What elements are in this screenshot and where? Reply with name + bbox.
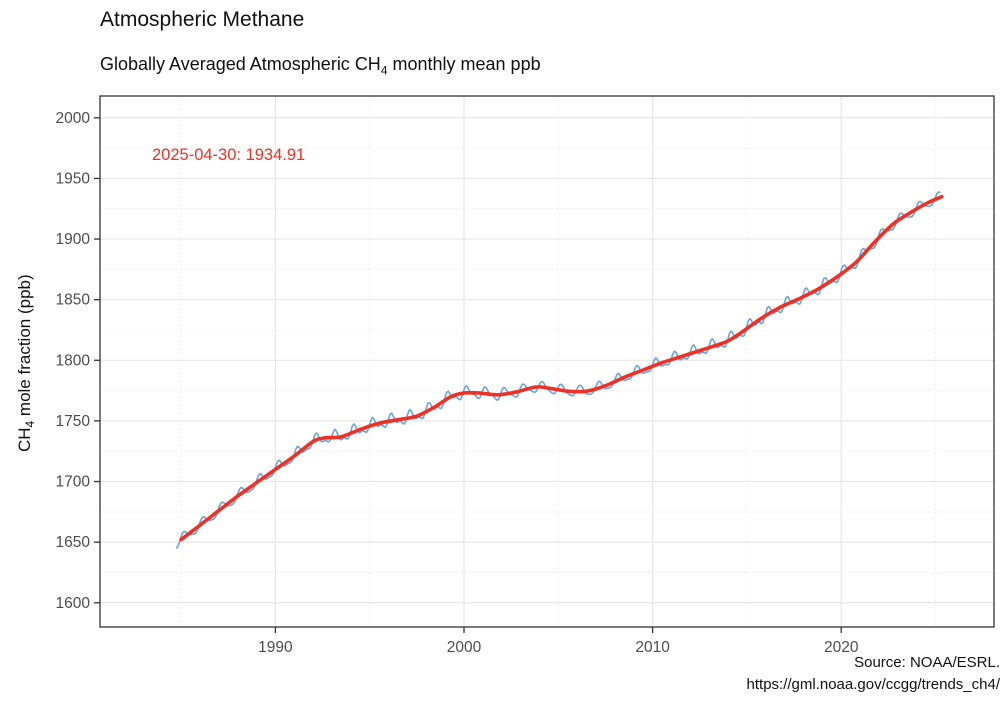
subtitle-subscript: 4 xyxy=(380,63,388,78)
y-tick-label: 1800 xyxy=(56,352,91,369)
y-tick-label: 1950 xyxy=(56,170,91,187)
y-axis-title-text: CH xyxy=(14,427,34,453)
y-tick-label: 1600 xyxy=(56,595,91,612)
source-line: Source: NOAA/ESRL. xyxy=(854,654,1000,671)
panel-border xyxy=(99,95,995,628)
chart-title: Atmospheric Methane xyxy=(100,8,305,31)
source-caption: Source: NOAA/ESRL. https://gml.noaa.gov/… xyxy=(747,652,1000,696)
x-tick-label: 2010 xyxy=(635,639,670,656)
chart-subtitle: Globally Averaged Atmospheric CH4 monthl… xyxy=(100,54,541,78)
y-axis-title-subscript: 4 xyxy=(23,420,38,428)
y-axis-title: CH4 mole fraction (ppb) xyxy=(15,233,37,493)
subtitle-text-suffix: monthly mean ppb xyxy=(387,54,541,74)
y-tick-label: 1750 xyxy=(56,413,91,430)
latest-value-annotation: 2025-04-30: 1934.91 xyxy=(152,146,306,164)
y-tick-label: 1850 xyxy=(56,292,91,309)
y-tick-label: 1650 xyxy=(56,534,91,551)
x-tick-label: 2000 xyxy=(447,639,482,656)
y-axis-title-suffix: mole fraction (ppb) xyxy=(14,274,34,421)
x-tick-label: 2020 xyxy=(824,639,859,656)
subtitle-text: Globally Averaged Atmospheric CH xyxy=(100,54,381,74)
trend-line xyxy=(179,194,944,542)
y-tick-label: 1700 xyxy=(56,474,91,491)
y-tick-label: 1900 xyxy=(56,231,91,248)
y-tick-label: 2000 xyxy=(56,110,91,127)
x-tick-label: 1990 xyxy=(258,639,293,656)
source-url: https://gml.noaa.gov/ccgg/trends_ch4/ xyxy=(746,676,1000,693)
